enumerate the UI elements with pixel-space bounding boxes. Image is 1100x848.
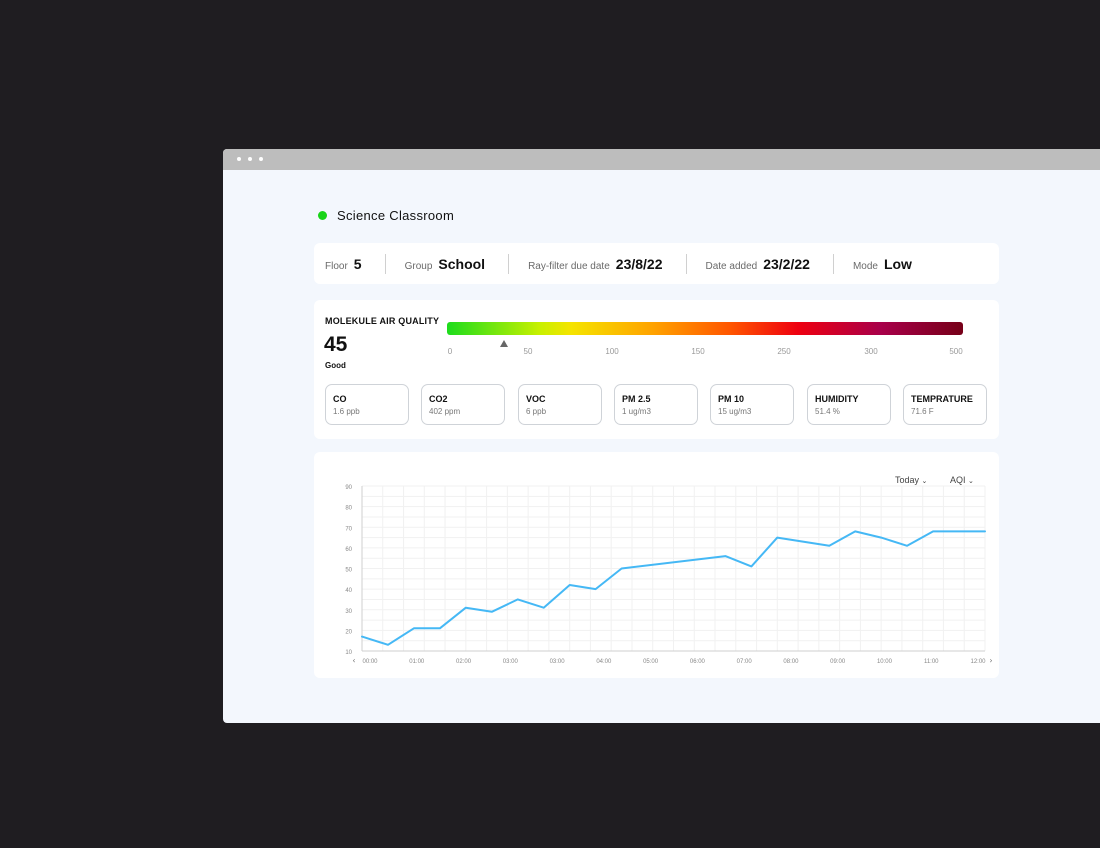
date-added-value: 23/2/22 <box>763 255 810 272</box>
y-tick-label: 50 <box>345 568 352 574</box>
date-added-label: Date added <box>705 260 758 272</box>
group-value: School <box>438 255 486 272</box>
x-tick-label: 06:00 <box>690 659 706 665</box>
metric-value: 6 ppb <box>526 407 547 416</box>
range-dropdown[interactable]: Today ⌄ <box>895 475 927 485</box>
room-header: Science Classroom <box>318 208 454 223</box>
metric-name: VOC <box>526 394 546 404</box>
divider <box>832 253 834 274</box>
device-info-bar: Floor 5 Group School Ray-filter due date… <box>314 243 999 284</box>
chevron-down-icon: ⌄ <box>921 478 928 485</box>
chevron-down-icon: ⌄ <box>968 478 974 485</box>
metric-value: 1.6 ppb <box>333 407 360 416</box>
metric-dropdown[interactable]: AQI ⌄ <box>950 475 974 485</box>
air-quality-title: MOLEKULE AIR QUALITY <box>325 316 440 326</box>
aqi-scale-bar <box>447 322 963 335</box>
metric-card-pm25[interactable]: PM 2.5 1 ug/m3 <box>614 384 698 425</box>
metric-value: 71.6 F <box>911 407 934 416</box>
range-dropdown-label: Today <box>895 475 920 485</box>
y-tick-label: 10 <box>345 650 352 656</box>
scale-tick: 500 <box>949 347 963 356</box>
floor-info: Floor 5 <box>314 256 362 272</box>
online-status-icon <box>318 211 327 220</box>
floor-label: Floor <box>325 260 348 272</box>
metric-card-co2[interactable]: CO2 402 ppm <box>421 384 505 425</box>
x-tick-label: 07:00 <box>737 659 753 665</box>
x-tick-label: 03:00 <box>550 659 566 665</box>
scale-tick: 250 <box>777 347 791 356</box>
chevron-right-icon[interactable]: › <box>989 656 992 665</box>
x-tick-label: 10:00 <box>877 659 893 665</box>
group-label: Group <box>404 260 433 272</box>
room-title: Science Classroom <box>337 208 455 223</box>
metric-name: PM 10 <box>718 394 745 404</box>
y-tick-label: 20 <box>345 629 352 635</box>
scale-tick: 50 <box>523 347 533 356</box>
divider <box>384 253 386 274</box>
scale-tick: 300 <box>864 347 878 356</box>
x-tick-label: 04:00 <box>596 659 612 665</box>
app-window: Science Classroom Floor 5 Group School R… <box>223 149 1100 723</box>
rayfilter-value: 23/8/22 <box>615 255 663 272</box>
window-titlebar <box>223 149 1100 170</box>
y-tick-label: 30 <box>345 609 352 615</box>
metric-name: TEMPRATURE <box>911 394 973 404</box>
metric-value: 402 ppm <box>429 407 461 416</box>
y-tick-label: 70 <box>345 526 352 532</box>
rayfilter-info: Ray-filter due date 23/8/22 <box>509 256 662 272</box>
metric-card-humidity[interactable]: HUMIDITY 51.4 % <box>807 384 891 425</box>
y-tick-label: 40 <box>345 588 352 594</box>
metric-value: 51.4 % <box>815 407 840 416</box>
mode-label: Mode <box>852 260 878 272</box>
chevron-left-icon[interactable]: ‹ <box>352 656 355 665</box>
x-tick-label: 01:00 <box>409 659 425 665</box>
scale-tick: 150 <box>691 347 705 356</box>
metric-name: CO <box>333 394 347 404</box>
mode-info: Mode Low <box>834 256 912 272</box>
x-tick-label: 11:00 <box>924 659 939 665</box>
divider <box>685 253 687 274</box>
aqi-line-chart: 10 20 30 40 50 60 70 80 90 00:00 01:00 02:00 03:00 03… <box>345 485 992 665</box>
metric-card-temperature[interactable]: TEMPRATURE 71.6 F <box>903 384 987 425</box>
metric-card-co[interactable]: CO 1.6 ppb <box>325 384 409 425</box>
metric-value: 1 ug/m3 <box>622 407 651 416</box>
metric-dropdown-label: AQI <box>950 475 966 485</box>
x-tick-label: 02:00 <box>456 659 472 665</box>
divider <box>508 253 510 274</box>
x-tick-label: 09:00 <box>830 659 846 665</box>
air-quality-status: Good <box>325 361 346 370</box>
x-tick-label: 03:00 <box>503 659 519 665</box>
y-tick-label: 60 <box>345 547 352 553</box>
metric-value: 15 ug/m3 <box>718 407 752 416</box>
window-dot-icon[interactable] <box>259 157 263 161</box>
metric-name: HUMIDITY <box>815 394 859 404</box>
date-added-info: Date added 23/2/22 <box>687 256 810 272</box>
rayfilter-label: Ray-filter due date <box>528 260 610 272</box>
metric-name: CO2 <box>429 394 448 404</box>
scale-tick: 100 <box>605 347 619 356</box>
metric-name: PM 2.5 <box>622 394 651 404</box>
x-tick-label: 12:00 <box>970 659 986 665</box>
floor-value: 5 <box>353 255 362 272</box>
metric-card-pm10[interactable]: PM 10 15 ug/m3 <box>710 384 794 425</box>
aqi-series-line <box>361 530 986 646</box>
y-tick-label: 90 <box>345 485 352 491</box>
air-quality-card: MOLEKULE AIR QUALITY 45 Good 0 50 100 15… <box>314 300 999 439</box>
aqi-marker-icon <box>500 340 508 347</box>
metric-card-voc[interactable]: VOC 6 ppb <box>518 384 602 425</box>
scale-tick: 0 <box>447 347 453 356</box>
x-tick-label: 05:00 <box>643 659 659 665</box>
window-dot-icon[interactable] <box>237 157 241 161</box>
window-dot-icon[interactable] <box>248 157 252 161</box>
y-tick-label: 80 <box>345 506 352 512</box>
mode-value: Low <box>883 255 912 272</box>
x-tick-label: 00:00 <box>362 659 378 665</box>
group-info: Group School <box>386 256 485 272</box>
air-quality-value: 45 <box>324 333 348 356</box>
x-tick-label: 08:00 <box>783 659 799 665</box>
aqi-chart-card: Today ⌄ AQI ⌄ 10 20 30 40 50 60 70 80 90 00:00 01:… <box>314 452 999 678</box>
